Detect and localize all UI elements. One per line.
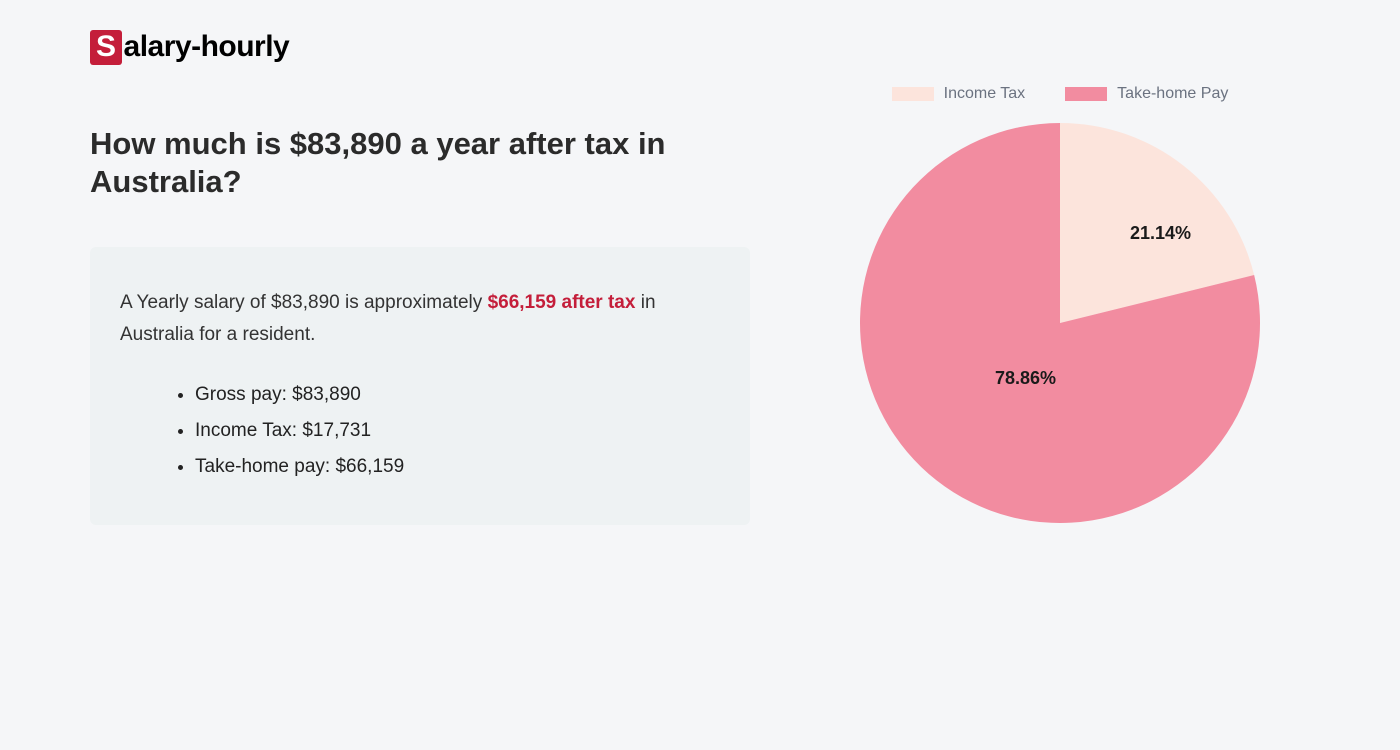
chart-legend: Income Tax Take-home Pay bbox=[892, 85, 1229, 103]
summary-text: A Yearly salary of $83,890 is approximat… bbox=[120, 287, 720, 352]
site-logo: Salary-hourly bbox=[90, 30, 1310, 65]
legend-item-income-tax: Income Tax bbox=[892, 85, 1026, 103]
pie-svg bbox=[860, 123, 1260, 523]
list-item: Gross pay: $83,890 bbox=[195, 377, 720, 413]
chart-column: Income Tax Take-home Pay 21.14% 78.86% bbox=[810, 85, 1310, 525]
logo-text: alary-hourly bbox=[124, 30, 290, 64]
pie-chart: 21.14% 78.86% bbox=[860, 123, 1260, 523]
pie-label-income-tax: 21.14% bbox=[1130, 223, 1191, 244]
info-box: A Yearly salary of $83,890 is approximat… bbox=[90, 247, 750, 525]
summary-highlight: $66,159 after tax bbox=[488, 292, 636, 313]
legend-swatch bbox=[892, 87, 934, 101]
summary-pre: A Yearly salary of $83,890 is approximat… bbox=[120, 292, 488, 313]
list-item: Take-home pay: $66,159 bbox=[195, 449, 720, 485]
legend-item-take-home: Take-home Pay bbox=[1065, 85, 1228, 103]
page-heading: How much is $83,890 a year after tax in … bbox=[90, 125, 750, 203]
legend-label: Take-home Pay bbox=[1117, 85, 1228, 103]
left-column: How much is $83,890 a year after tax in … bbox=[90, 125, 750, 525]
main-content: How much is $83,890 a year after tax in … bbox=[90, 125, 1310, 525]
breakdown-list: Gross pay: $83,890 Income Tax: $17,731 T… bbox=[120, 377, 720, 485]
legend-swatch bbox=[1065, 87, 1107, 101]
legend-label: Income Tax bbox=[944, 85, 1026, 103]
pie-label-take-home: 78.86% bbox=[995, 368, 1056, 389]
logo-badge: S bbox=[90, 30, 122, 65]
list-item: Income Tax: $17,731 bbox=[195, 413, 720, 449]
